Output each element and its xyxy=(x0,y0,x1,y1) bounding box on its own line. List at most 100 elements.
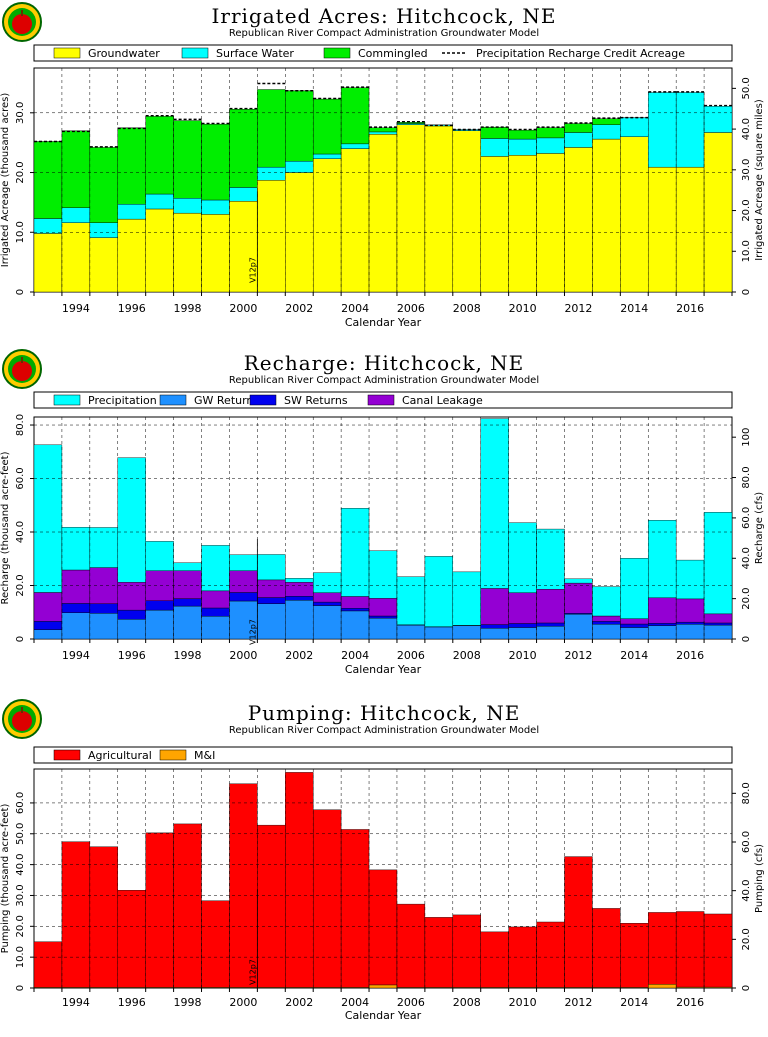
x-tick-label: 2016 xyxy=(676,302,704,315)
bar-segment xyxy=(146,833,174,988)
y-tick-label: 20.0 xyxy=(15,915,26,937)
bar-segment xyxy=(341,829,369,987)
x-tick-label: 2016 xyxy=(676,649,704,662)
x-tick-label: 2008 xyxy=(453,996,481,1009)
bar-segment xyxy=(62,527,90,570)
bar-segment xyxy=(174,563,202,571)
bar-segment xyxy=(341,144,369,149)
legend-swatch xyxy=(54,750,80,760)
bar-segment xyxy=(620,118,648,137)
x-tick-label: 2006 xyxy=(397,302,425,315)
bar-segment xyxy=(62,570,90,603)
bar-segment xyxy=(592,624,620,639)
bar-segment xyxy=(648,598,676,623)
bar-segment xyxy=(704,133,732,292)
bar-segment xyxy=(174,213,202,292)
bar-segment xyxy=(537,589,565,623)
x-tick-label: 2010 xyxy=(509,996,537,1009)
y2-tick-label: 60.0 xyxy=(741,831,752,853)
bar-segment xyxy=(620,923,648,987)
y-tick-label: 80.0 xyxy=(15,414,26,436)
bar-segment xyxy=(257,604,285,639)
bar-segment xyxy=(341,596,369,608)
x-tick-label: 2000 xyxy=(229,649,257,662)
bar-segment xyxy=(564,133,592,148)
bar-segment xyxy=(62,223,90,292)
bar-segment xyxy=(676,912,704,988)
bar-segment xyxy=(118,204,146,219)
legend-label: Canal Leakage xyxy=(402,394,483,407)
bar-segment xyxy=(118,610,146,619)
bar-segment xyxy=(62,131,90,208)
x-tick-label: 2006 xyxy=(397,996,425,1009)
x-tick-label: 2014 xyxy=(620,996,648,1009)
bar-segment xyxy=(537,922,565,987)
bar-segment xyxy=(564,857,592,988)
bar-segment xyxy=(537,623,565,626)
x-tick-label: 2002 xyxy=(285,302,313,315)
y-axis-label: Pumping (thousand acre-feet) xyxy=(0,804,11,954)
bar-segment xyxy=(34,141,62,218)
bar-segment xyxy=(257,825,285,987)
x-axis-label: Calendar Year xyxy=(345,663,422,676)
bar-segment xyxy=(118,890,146,987)
bar-segment xyxy=(257,90,285,168)
bar-segment xyxy=(425,556,453,626)
bar-segment xyxy=(118,582,146,610)
bar-segment xyxy=(564,579,592,583)
bar-segment xyxy=(118,619,146,639)
bar-segment xyxy=(34,233,62,292)
y2-axis-label: Pumping (cfs) xyxy=(754,844,765,913)
bar-segment xyxy=(341,149,369,292)
bar-segment xyxy=(257,180,285,292)
bar-segment xyxy=(481,138,509,156)
x-tick-label: 2014 xyxy=(620,302,648,315)
y-tick-label: 50.0 xyxy=(15,823,26,845)
bar-segment xyxy=(62,208,90,223)
bar-segment xyxy=(313,99,341,154)
bar-segment xyxy=(592,908,620,987)
y2-tick-label: 40.0 xyxy=(741,118,752,140)
bar-segment xyxy=(90,847,118,988)
bar-segment xyxy=(34,445,62,593)
x-tick-label: 1998 xyxy=(174,649,202,662)
bar-segment xyxy=(313,154,341,159)
bar-segment xyxy=(648,912,676,984)
bar-segment xyxy=(90,613,118,639)
x-tick-label: 1994 xyxy=(62,996,90,1009)
bar-segment xyxy=(285,596,313,600)
bar-segment xyxy=(397,625,425,639)
x-tick-label: 2002 xyxy=(285,996,313,1009)
x-tick-label: 2012 xyxy=(564,649,592,662)
bar-segment xyxy=(397,122,425,123)
bar-segment xyxy=(425,627,453,639)
y2-tick-label: 10.0 xyxy=(741,240,752,262)
x-tick-label: 2014 xyxy=(620,649,648,662)
x-tick-label: 2008 xyxy=(453,649,481,662)
bar-segment xyxy=(146,116,174,194)
bar-segment xyxy=(313,602,341,605)
x-axis-label: Calendar Year xyxy=(345,1009,422,1022)
x-tick-label: 2004 xyxy=(341,649,369,662)
bar-segment xyxy=(676,92,704,167)
x-tick-label: 1996 xyxy=(118,996,146,1009)
bar-segment xyxy=(648,167,676,292)
bar-segment xyxy=(90,147,118,222)
bar-segment xyxy=(369,551,397,599)
bar-segment xyxy=(90,604,118,614)
x-tick-label: 2004 xyxy=(341,996,369,1009)
bar-segment xyxy=(146,541,174,570)
bar-segment xyxy=(174,599,202,606)
bar-segment xyxy=(537,128,565,138)
bar-segment xyxy=(509,523,537,593)
bar-segment xyxy=(369,618,397,639)
bar-segment xyxy=(285,161,313,172)
bar-segment xyxy=(592,621,620,624)
bar-segment xyxy=(397,904,425,987)
irrigated-acres-panel: Irrigated Acres: Hitchcock, NE Republica… xyxy=(0,0,768,340)
bar-segment xyxy=(592,139,620,292)
legend-label: Agricultural xyxy=(88,749,152,762)
x-tick-label: 2016 xyxy=(676,996,704,1009)
y-tick-label: 30.0 xyxy=(15,884,26,906)
y-tick-label: 10.0 xyxy=(15,946,26,968)
